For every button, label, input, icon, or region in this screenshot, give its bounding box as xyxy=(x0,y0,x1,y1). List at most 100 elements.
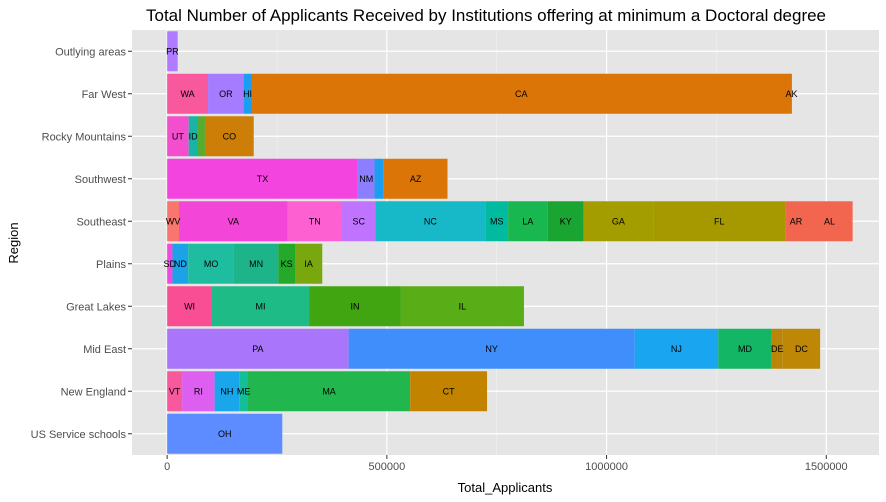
y-tick-label: Southwest xyxy=(75,174,126,186)
bar-segment xyxy=(383,158,448,199)
segment-label: IL xyxy=(459,301,467,311)
y-tick-label: New England xyxy=(61,386,126,398)
bar-segment xyxy=(375,201,486,242)
bar-segment xyxy=(214,371,240,412)
y-tick-label: Far West xyxy=(82,89,126,101)
bar-segment xyxy=(233,243,279,284)
segment-label: IA xyxy=(304,259,313,269)
x-tick-label: 0 xyxy=(164,461,170,473)
bar-segment xyxy=(208,73,244,114)
bar-segment xyxy=(278,243,296,284)
segment-label: AL xyxy=(824,216,835,226)
bar-segment xyxy=(357,158,375,199)
bar-segment xyxy=(718,328,772,369)
bar-segment xyxy=(172,243,189,284)
segment-label: CA xyxy=(515,89,528,99)
segment-label: CO xyxy=(223,131,237,141)
bar-segment xyxy=(342,201,376,242)
y-tick-label: Southeast xyxy=(76,216,126,228)
segment-label: MI xyxy=(256,301,266,311)
segment-label: MS xyxy=(490,216,504,226)
bar-segment xyxy=(167,371,183,412)
segment-label: SC xyxy=(352,216,365,226)
segment-label: NC xyxy=(424,216,437,226)
y-tick-label: Outlying areas xyxy=(55,46,126,58)
bar-segment xyxy=(167,328,349,369)
y-axis: Outlying areas Far West Rocky Mountains Sou… xyxy=(31,46,132,441)
bar-segment xyxy=(179,201,288,242)
segment-label: AR xyxy=(790,216,803,226)
segment-label: VT xyxy=(169,386,181,396)
bar-segment xyxy=(547,201,584,242)
bar-segment xyxy=(583,201,654,242)
segment-label: ME xyxy=(237,386,251,396)
bar-segment xyxy=(167,413,283,454)
y-tick-label: Mid East xyxy=(83,344,126,356)
x-tick-label: 500000 xyxy=(368,461,405,473)
segment-label: WI xyxy=(184,301,195,311)
bar-segment xyxy=(188,116,198,157)
segment-label: WA xyxy=(180,89,194,99)
bar-segment xyxy=(167,158,358,199)
chart-title: Total Number of Applicants Received by I… xyxy=(146,6,826,25)
bar-segment xyxy=(295,243,323,284)
segment-label: ID xyxy=(189,131,199,141)
y-tick-label: Great Lakes xyxy=(66,301,126,313)
segment-label: FL xyxy=(714,216,725,226)
segment-label: OR xyxy=(219,89,233,99)
segment-label: WV xyxy=(166,216,181,226)
segment-label: UT xyxy=(172,131,184,141)
segment-label: RI xyxy=(194,386,203,396)
x-axis: 0 500000 1000000 1500000 xyxy=(164,455,848,473)
segment-label: MA xyxy=(322,386,336,396)
bar-segment xyxy=(410,371,488,412)
segment-label: NH xyxy=(220,386,233,396)
segment-label: PR xyxy=(166,46,179,56)
segment-label: SD xyxy=(164,259,177,269)
segment-label: IN xyxy=(351,301,360,311)
bar-segment xyxy=(348,328,635,369)
bar-segment xyxy=(374,158,384,199)
bar-segment xyxy=(167,31,178,72)
x-tick-label: 1000000 xyxy=(585,461,628,473)
segment-label: ND xyxy=(174,259,187,269)
segment-label: KS xyxy=(281,259,293,269)
segment-label: KY xyxy=(560,216,572,226)
y-tick-label: US Service schools xyxy=(31,429,127,441)
segment-label: MO xyxy=(204,259,219,269)
segment-label-group: PR WA OR HI CA AK UT ID CO TX NM AZ WV VA TN SC NC MS LA KY… xyxy=(164,46,836,439)
bar-segment xyxy=(400,286,524,327)
x-tick-label: 1500000 xyxy=(805,461,848,473)
bar-segment xyxy=(167,286,212,327)
bar-segment xyxy=(785,201,807,242)
bar-segment xyxy=(248,371,411,412)
bar-segment xyxy=(167,116,189,157)
segment-label: NJ xyxy=(671,344,682,354)
segment-label: MD xyxy=(738,344,752,354)
segment-label: AK xyxy=(786,89,798,99)
bar-segment xyxy=(251,73,792,114)
bar-stack-group xyxy=(167,31,853,454)
segment-label: TX xyxy=(257,174,269,184)
segment-label: GA xyxy=(612,216,625,226)
bar-segment xyxy=(204,116,254,157)
segment-label: AZ xyxy=(410,174,422,184)
bar-segment xyxy=(485,201,509,242)
bar-segment xyxy=(782,328,821,369)
segment-label: CT xyxy=(443,386,455,396)
segment-label: LA xyxy=(522,216,533,226)
bar-segment xyxy=(791,73,792,114)
bar-segment xyxy=(508,201,548,242)
segment-label: VA xyxy=(228,216,239,226)
segment-label: HI xyxy=(243,89,252,99)
bar-segment xyxy=(287,201,343,242)
bar-segment xyxy=(211,286,310,327)
bar-segment xyxy=(167,201,180,242)
segment-label: MN xyxy=(249,259,263,269)
segment-label: PA xyxy=(252,344,263,354)
bar-segment xyxy=(239,371,249,412)
bar-segment xyxy=(309,286,401,327)
y-tick-label: Plains xyxy=(96,259,126,271)
bar-segment xyxy=(771,328,783,369)
bar-segment xyxy=(188,243,234,284)
